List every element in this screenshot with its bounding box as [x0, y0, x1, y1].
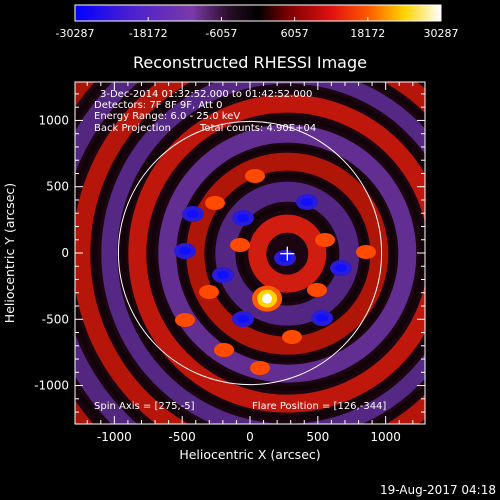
negative-lobe-core	[217, 271, 229, 279]
x-tick-label: 0	[246, 430, 254, 444]
x-tick-label: 500	[306, 430, 329, 444]
pattern-gap	[149, 116, 425, 392]
positive-lobe	[230, 238, 250, 252]
colorbar-tick-label: -18172	[129, 27, 168, 40]
negative-lobe-core	[335, 264, 347, 272]
y-tick-label: 500	[46, 180, 69, 194]
render-timestamp: 19-Aug-2017 04:18	[380, 483, 496, 497]
negative-lobe-core	[279, 254, 291, 262]
spin-axis-marker	[280, 246, 295, 261]
negative-lobe-core	[316, 314, 328, 322]
pattern-ring	[101, 82, 425, 424]
positive-lobe	[245, 169, 265, 183]
image-area	[75, 82, 425, 424]
x-tick-label: 1000	[370, 430, 401, 444]
positive-lobe	[214, 343, 234, 357]
positive-lobe	[356, 245, 376, 259]
annotation-block: 3-Dec-2014 01:32:52.000 to 01:42:52.000 …	[94, 89, 386, 412]
pattern-gap	[120, 87, 425, 421]
y-tick-label: 1000	[38, 113, 69, 127]
positive-lobe	[315, 233, 335, 247]
pattern-ring	[128, 94, 425, 413]
colorbar-tick-label: 18172	[350, 27, 385, 40]
y-axis-label: Heliocentric Y (arcsec)	[2, 183, 17, 323]
y-tick-label: -500	[42, 312, 69, 326]
colorbar-tick-label: -6057	[205, 27, 237, 40]
positive-lobe	[199, 285, 219, 299]
x-axis-label: Heliocentric X (arcsec)	[179, 447, 320, 462]
pattern-ring	[158, 124, 417, 383]
annotation-flare-position: Flare Position = [126,-344]	[252, 401, 386, 412]
annotation-total-counts: Total counts: 4.90E+04	[199, 123, 316, 134]
negative-lobe-core	[187, 210, 199, 218]
pattern-gap	[238, 205, 336, 303]
annotation-energy-range: Energy Range: 6.0 - 25.0 keV	[94, 111, 240, 122]
image-features	[75, 82, 425, 424]
positive-lobe	[250, 361, 270, 375]
colorbar-tick-label: 30287	[424, 27, 459, 40]
colorbar-tick-label: -30287	[56, 27, 95, 40]
annotation-detectors: Detectors: 7F 8F 9F, Att 0	[94, 100, 222, 111]
flare-source-peak	[262, 293, 273, 304]
colorbar-gradient	[74, 4, 442, 22]
x-tick-label: -1000	[97, 430, 132, 444]
solar-limb	[117, 120, 383, 386]
x-tick-label: -500	[169, 430, 196, 444]
positive-lobe	[282, 330, 302, 344]
annotation-spin-axis: Spin Axis = [275,-5]	[94, 401, 195, 412]
negative-lobe-core	[237, 315, 249, 323]
pattern-ring	[75, 82, 425, 424]
negative-lobe-core	[237, 214, 249, 222]
pattern-ring	[215, 181, 360, 326]
colorbar-ticks: -30287 -18172 -6057 6057 18172 30287	[56, 17, 459, 40]
y-axis-ticks: 1000 500 0 -500 -1000	[34, 93, 425, 413]
positive-lobe	[307, 283, 327, 297]
colorbar: -30287 -18172 -6057 6057 18172 30287	[56, 4, 459, 40]
positive-lobe	[175, 313, 195, 327]
chart-title: Reconstructed RHESSI Image	[133, 53, 367, 72]
colorbar-tick-label: 6057	[281, 27, 309, 40]
annotation-method: Back Projection	[94, 123, 171, 134]
positive-lobe	[205, 196, 225, 210]
annotation-time-range: 3-Dec-2014 01:32:52.000 to 01:42:52.000	[100, 89, 312, 100]
negative-lobe-core	[301, 198, 313, 206]
negative-lobe-core	[179, 247, 191, 255]
x-axis-ticks: -1000 -500 0 500 1000	[86, 82, 414, 444]
y-tick-label: -1000	[34, 379, 69, 393]
pattern-ring	[248, 214, 327, 293]
pattern-gap	[92, 82, 425, 424]
y-tick-label: 0	[61, 246, 69, 260]
